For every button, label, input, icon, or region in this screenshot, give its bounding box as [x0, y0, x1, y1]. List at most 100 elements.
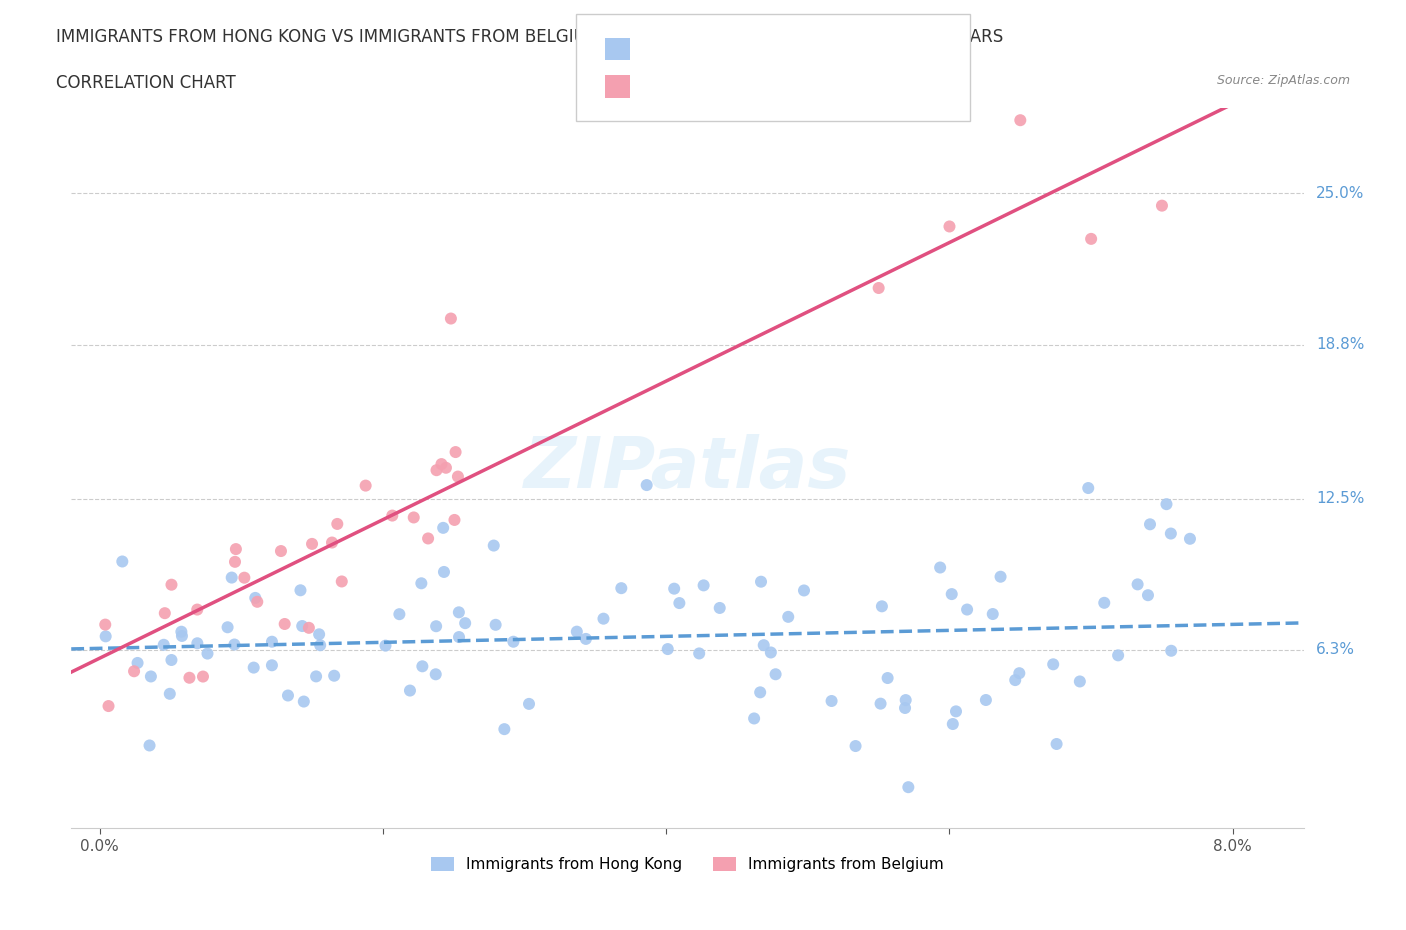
Point [1010, 113, 1032, 127]
Point [160, 578, 183, 592]
Text: 35: 35 [773, 77, 796, 96]
Point [277, 688, 299, 703]
Point [692, 578, 714, 592]
Point [221, 570, 243, 585]
Point [778, 609, 800, 624]
Point [1156, 497, 1178, 512]
Point [447, 630, 470, 644]
Text: Source: ZipAtlas.com: Source: ZipAtlas.com [1216, 74, 1350, 87]
Point [494, 722, 516, 737]
Point [749, 684, 772, 699]
Point [290, 583, 312, 598]
Text: ZIPatlas: ZIPatlas [524, 433, 851, 502]
Point [233, 570, 256, 585]
Point [411, 576, 433, 591]
Point [434, 460, 457, 475]
Point [870, 599, 893, 614]
Point [273, 617, 295, 631]
Point [941, 587, 963, 602]
Point [97, 698, 120, 713]
Text: 18.8%: 18.8% [1316, 338, 1364, 352]
Point [1042, 657, 1064, 671]
Point [122, 664, 145, 679]
Point [749, 574, 772, 589]
Point [447, 469, 470, 484]
Point [305, 669, 328, 684]
Point [186, 636, 208, 651]
Point [301, 537, 323, 551]
Point [374, 638, 396, 653]
Point [1077, 481, 1099, 496]
Point [565, 624, 588, 639]
Point [170, 624, 193, 639]
Point [974, 693, 997, 708]
Point [242, 660, 264, 675]
Point [153, 605, 176, 620]
Point [94, 618, 117, 632]
Point [330, 574, 353, 589]
Point [440, 312, 463, 326]
Point [111, 554, 134, 569]
Point [1004, 672, 1026, 687]
Point [152, 637, 174, 652]
Point [1080, 232, 1102, 246]
Point [217, 619, 239, 634]
Point [399, 684, 422, 698]
Point [592, 611, 614, 626]
Point [657, 642, 679, 657]
Point [1160, 644, 1182, 658]
Point [1150, 198, 1173, 213]
Point [308, 627, 330, 642]
Point [224, 637, 246, 652]
Point [845, 738, 868, 753]
Text: 12.5%: 12.5% [1316, 491, 1364, 506]
Point [942, 717, 965, 732]
Point [1107, 648, 1129, 663]
Point [416, 531, 439, 546]
Point [225, 541, 247, 556]
Point [354, 478, 377, 493]
Point [260, 634, 283, 649]
Point [127, 656, 149, 671]
Point [321, 535, 343, 550]
Point [323, 669, 346, 684]
Text: R =: R = [640, 77, 676, 96]
Point [664, 581, 686, 596]
Text: CORRELATION CHART: CORRELATION CHART [56, 74, 236, 92]
Point [291, 618, 314, 633]
Point [1178, 531, 1201, 546]
Point [191, 669, 214, 684]
Point [956, 602, 979, 617]
Point [1008, 666, 1031, 681]
Point [447, 604, 470, 619]
Point [945, 704, 967, 719]
Point [1126, 577, 1149, 591]
Point [709, 601, 731, 616]
Point [688, 646, 710, 661]
Point [326, 516, 349, 531]
Point [1092, 595, 1115, 610]
Text: R =: R = [640, 40, 676, 59]
Point [444, 445, 467, 459]
Point [425, 667, 447, 682]
Point [260, 658, 283, 672]
Point [246, 594, 269, 609]
Point [197, 646, 219, 661]
Text: N =: N = [735, 77, 772, 96]
Point [1139, 517, 1161, 532]
Point [224, 554, 246, 569]
Point [894, 700, 917, 715]
Point [869, 697, 891, 711]
Legend: Immigrants from Hong Kong, Immigrants from Belgium: Immigrants from Hong Kong, Immigrants fr… [425, 851, 950, 878]
Point [929, 560, 952, 575]
Point [517, 697, 540, 711]
Point [1069, 674, 1091, 689]
Point [482, 538, 505, 553]
Point [270, 544, 292, 559]
Point [938, 219, 960, 234]
Point [454, 616, 477, 631]
Point [868, 281, 890, 296]
Point [298, 620, 321, 635]
Point [668, 595, 690, 610]
Point [876, 671, 898, 685]
